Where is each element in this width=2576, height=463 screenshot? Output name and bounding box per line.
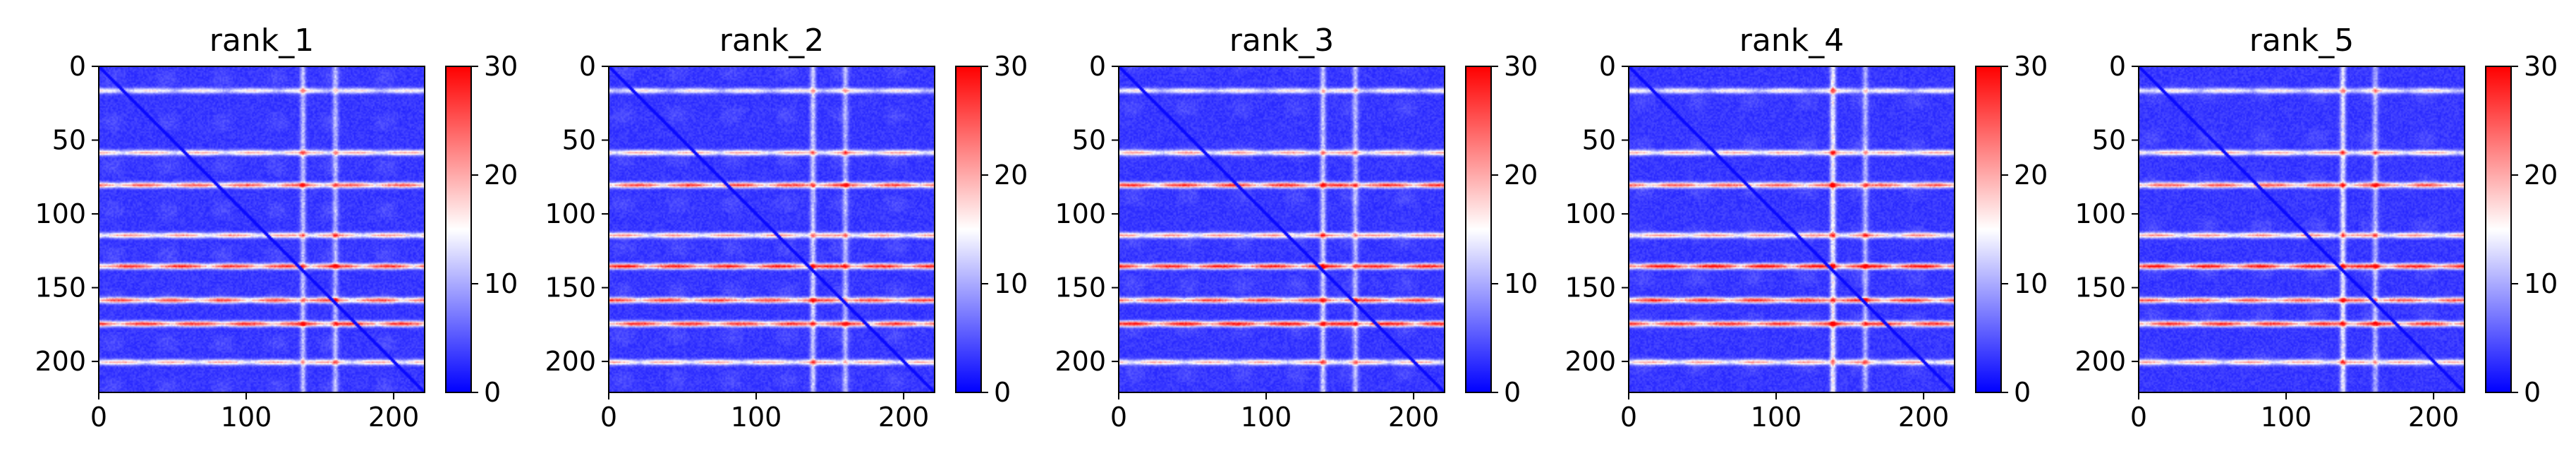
x-tick-label-4-0: 0 [1620,402,1637,433]
colorbar-tick-label-1-1: 10 [484,268,518,299]
colorbar-tick-label-1-3: 30 [484,51,518,82]
y-tick-label-2-4: 200 [545,346,596,377]
y-tick-label-5-4: 200 [2074,346,2126,377]
panel-title-5: rank_5 [2249,23,2354,59]
colorbar-tick-label-4-3: 30 [2014,51,2048,82]
y-tick-label-2-3: 150 [545,272,596,303]
x-tick-label-1-1: 100 [221,402,272,433]
colorbar-tick-label-3-0: 0 [1504,377,1521,408]
colorbar-3 [1465,66,1492,393]
y-tick-label-4-2: 100 [1565,198,1616,229]
colorbar-tick-label-4-1: 10 [2014,268,2048,299]
x-tick-label-5-1: 100 [2261,402,2312,433]
y-tick-label-1-2: 100 [35,198,86,229]
axes-frame-5 [2138,66,2465,393]
y-tick-label-4-1: 50 [1582,125,1616,156]
heatmap-image-1 [99,66,425,392]
colorbar-tick-label-1-0: 0 [484,377,501,408]
x-tick-label-2-0: 0 [600,402,617,433]
colorbar-tick-label-2-1: 10 [994,268,1028,299]
x-tick-label-1-0: 0 [90,402,107,433]
x-tick-label-3-2: 200 [1388,402,1440,433]
heatmap-image-3 [1119,66,1445,392]
colorbar-tick-label-5-3: 30 [2524,51,2558,82]
colorbar-tick-label-3-1: 10 [1504,268,1538,299]
colorbar-tick-label-2-3: 30 [994,51,1028,82]
heatmap-image-4 [1629,66,1955,392]
y-tick-label-1-4: 200 [35,346,86,377]
colorbar-5 [2485,66,2512,393]
colorbar-tick-label-4-2: 20 [2014,160,2048,191]
colorbar-tick-label-4-0: 0 [2014,377,2031,408]
panel-title-2: rank_2 [719,23,824,59]
axes-frame-1 [98,66,425,393]
y-tick-label-1-3: 150 [35,272,86,303]
y-tick-label-2-2: 100 [545,198,596,229]
panel-title-1: rank_1 [209,23,314,59]
axes-frame-4 [1628,66,1955,393]
x-tick-label-3-0: 0 [1110,402,1127,433]
panel-title-4: rank_4 [1739,23,1844,59]
y-tick-label-5-2: 100 [2074,198,2126,229]
x-tick-label-2-2: 200 [878,402,930,433]
y-tick-label-2-0: 0 [579,51,596,82]
colorbar-tick-label-5-1: 10 [2524,268,2558,299]
y-tick-label-4-3: 150 [1565,272,1616,303]
colorbar-tick-label-5-2: 20 [2524,160,2558,191]
axes-frame-2 [608,66,935,393]
colorbar-tick-label-5-0: 0 [2524,377,2541,408]
x-tick-label-4-1: 100 [1751,402,1802,433]
y-tick-label-5-1: 50 [2092,125,2126,156]
x-tick-label-3-1: 100 [1241,402,1292,433]
x-tick-label-4-2: 200 [1898,402,1950,433]
x-tick-label-1-2: 200 [368,402,420,433]
y-tick-label-5-0: 0 [2109,51,2126,82]
axes-frame-3 [1118,66,1445,393]
colorbar-tick-label-2-0: 0 [994,377,1011,408]
y-tick-label-2-1: 50 [562,125,596,156]
y-tick-label-3-3: 150 [1055,272,1106,303]
x-tick-label-5-0: 0 [2130,402,2147,433]
y-tick-label-4-4: 200 [1565,346,1616,377]
panel-title-3: rank_3 [1229,23,1334,59]
x-tick-label-5-2: 200 [2408,402,2460,433]
y-tick-label-5-3: 150 [2074,272,2126,303]
y-tick-label-4-0: 0 [1599,51,1616,82]
heatmap-image-2 [609,66,935,392]
colorbar-tick-label-2-2: 20 [994,160,1028,191]
colorbar-tick-label-3-2: 20 [1504,160,1538,191]
colorbar-1 [445,66,472,393]
colorbar-tick-label-1-2: 20 [484,160,518,191]
colorbar-4 [1975,66,2002,393]
colorbar-2 [955,66,982,393]
y-tick-label-1-0: 0 [69,51,86,82]
y-tick-label-3-0: 0 [1089,51,1106,82]
y-tick-label-3-1: 50 [1072,125,1106,156]
y-tick-label-1-1: 50 [52,125,86,156]
y-tick-label-3-2: 100 [1055,198,1106,229]
colorbar-tick-label-3-3: 30 [1504,51,1538,82]
x-tick-label-2-1: 100 [731,402,782,433]
heatmap-image-5 [2139,66,2465,392]
y-tick-label-3-4: 200 [1055,346,1106,377]
